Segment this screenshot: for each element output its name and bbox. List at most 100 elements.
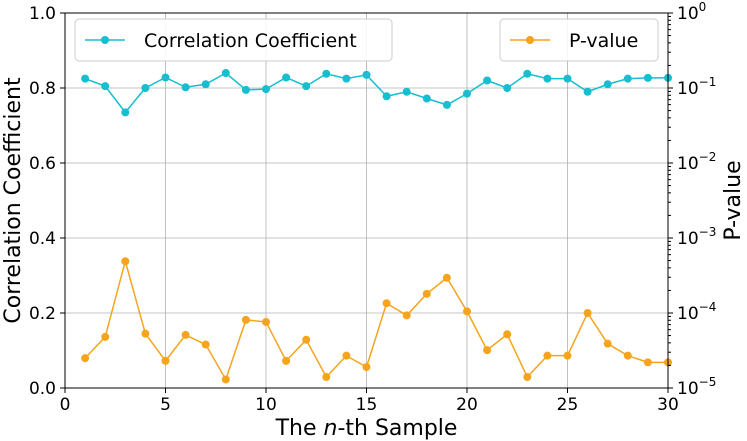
correlation-data-point [202,80,210,88]
correlation-data-point [182,83,190,91]
y2-tick-exponent: −4 [699,300,717,314]
legend-correlation: Correlation Coefficient [75,19,392,61]
x-tick-label: 5 [160,395,171,415]
y-axis-label: Correlation Coefficient [1,77,26,324]
correlation-data-point [604,80,612,88]
pvalue-data-point [242,316,250,324]
correlation-data-point [121,108,129,116]
correlation-series-line [85,73,668,112]
pvalue-data-point [584,309,592,317]
correlation-data-point [322,70,330,78]
pvalue-data-point [543,352,551,360]
pvalue-data-point [101,333,109,341]
y2-tick-base: 10 [677,379,699,399]
pvalue-data-point [523,373,531,381]
pvalue-data-point [403,311,411,319]
y2-tick-exponent: 0 [699,0,707,14]
y-tick-label: 0.4 [29,229,56,249]
y2-tick-base: 10 [677,304,699,324]
pvalue-data-point [182,331,190,339]
pvalue-data-point [503,330,511,338]
y2-tick-base: 10 [677,4,699,24]
x-tick-label: 30 [657,395,679,415]
correlation-data-point [363,71,371,79]
correlation-data-point [463,90,471,98]
pvalue-data-point [262,318,270,326]
y-tick-label: 0.6 [29,154,56,174]
grid-lines [65,13,668,388]
y-tick-label: 0.0 [29,379,56,399]
correlation-data-point [383,92,391,100]
y2-tick-label: 100 [677,0,706,24]
correlation-data-point [81,75,89,83]
pvalue-data-point [423,290,431,298]
correlation-data-point [262,85,270,93]
y2-tick-exponent: −3 [699,225,717,239]
pvalue-data-point [202,341,210,349]
correlation-data-point [403,88,411,96]
pvalue-data-point [383,299,391,307]
correlation-data-point [443,101,451,109]
y2-tick-exponent: −5 [699,375,717,389]
legend-pvalue: P-value [500,19,658,61]
pvalue-data-point [604,340,612,348]
correlation-data-point [523,70,531,78]
y2-tick-label: 10−1 [677,75,716,99]
y2-tick-label: 10−4 [677,300,716,324]
pvalue-data-point [302,336,310,344]
correlation-data-point [141,84,149,92]
x-tick-label: 25 [557,395,579,415]
x-axis-label: The n-th Sample [275,416,458,441]
axis-ticks: 0 5 10 15 20 25 300.00.20.40.60.81.010−510−410… [29,0,716,415]
y2-tick-label: 10−3 [677,225,716,249]
y2-axis-label: P-value [721,160,746,240]
pvalue-data-point [363,363,371,371]
correlation-data-point [282,74,290,82]
pvalue-data-point [282,357,290,365]
pvalue-data-point [162,357,170,365]
correlation-data-point [101,82,109,90]
pvalue-data-point [121,257,129,265]
pvalue-series-line [85,261,668,379]
y2-tick-exponent: −2 [699,150,717,164]
pvalue-data-point [483,346,491,354]
y2-tick-base: 10 [677,79,699,99]
y2-tick-exponent: −1 [699,75,717,89]
pvalue-data-point [564,352,572,360]
x-tick-label: 20 [456,395,478,415]
y2-tick-base: 10 [677,154,699,174]
legend-pvalue-label: P-value [569,30,638,52]
correlation-data-point [564,75,572,83]
series-layer [81,69,672,383]
y2-tick-base: 10 [677,229,699,249]
x-tick-label: 0 [60,395,71,415]
correlation-data-point [644,74,652,82]
correlation-data-point [584,88,592,96]
legend-correlation-marker [101,36,109,44]
correlation-data-point [302,82,310,90]
y2-tick-label: 10−2 [677,150,716,174]
y-tick-label: 0.2 [29,304,56,324]
legend-pvalue-marker [526,36,534,44]
correlation-data-point [162,74,170,82]
y2-tick-label: 10−5 [677,375,716,399]
correlation-data-point [423,95,431,103]
correlation-data-point [543,75,551,83]
pvalue-data-point [222,375,230,383]
pvalue-data-point [644,358,652,366]
correlation-data-point [342,75,350,83]
correlation-data-point [483,77,491,85]
correlation-data-point [503,84,511,92]
pvalue-data-point [463,307,471,315]
x-tick-label: 15 [356,395,378,415]
correlation-data-point [242,86,250,94]
pvalue-data-point [624,352,632,360]
pvalue-data-point [322,373,330,381]
legend-correlation-label: Correlation Coefficient [144,30,357,52]
pvalue-data-point [81,354,89,362]
y-tick-label: 0.8 [29,79,56,99]
chart: 0 5 10 15 20 25 300.00.20.40.60.81.010−510−410… [0,0,747,441]
y-tick-label: 1.0 [29,4,56,24]
x-tick-label: 10 [255,395,277,415]
pvalue-data-point [342,352,350,360]
